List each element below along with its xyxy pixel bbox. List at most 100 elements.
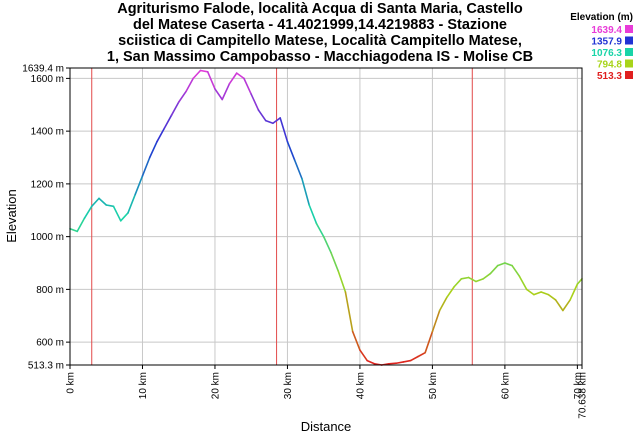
elevation-segment (315, 222, 325, 238)
elevation-segment (76, 217, 86, 233)
elevation-segment (388, 362, 397, 365)
elevation-segment (417, 351, 426, 358)
elevation-segment (482, 272, 492, 280)
elevation-segment (395, 361, 405, 365)
marker-layer (91, 68, 473, 365)
elevation-segment (214, 88, 224, 101)
legend-swatch (625, 25, 633, 33)
elevation-segment (337, 270, 347, 293)
elevation-segment (554, 299, 564, 312)
x-tick-label: 70 km (573, 372, 584, 399)
elevation-segment (525, 288, 535, 296)
elevation-segment (409, 355, 419, 362)
elevation-segment (533, 291, 542, 296)
x-axis-label: Distance (301, 419, 352, 434)
elevation-segment (127, 193, 137, 214)
title-line-4: 1, San Massimo Campobasso - Macchiagoden… (106, 49, 534, 65)
elevation-segment (199, 69, 209, 73)
elevation-segment (105, 204, 115, 208)
elevation-segment (264, 119, 274, 125)
elevation-segment (576, 278, 583, 285)
grid-layer (70, 68, 582, 365)
y-axis-label: Elevation (4, 189, 19, 242)
elevation-segment (235, 72, 245, 80)
legend-swatch (625, 48, 633, 56)
elevation-segment (540, 291, 550, 296)
legend-swatch (625, 59, 633, 68)
elevation-segment (192, 69, 202, 80)
elevation-segment (547, 293, 557, 301)
elevation-segment (518, 275, 528, 291)
legend-item-label: 1639.4 (591, 25, 622, 36)
y-tick-label: 1400 m (31, 127, 64, 138)
elevation-segment (141, 156, 151, 177)
elevation-segment (301, 177, 310, 206)
y-tick-label: 1200 m (31, 179, 64, 190)
elevation-series (69, 69, 583, 366)
title-line-1: Agriturismo Falode, località Acqua di Sa… (117, 1, 523, 17)
elevation-segment (569, 283, 579, 301)
elevation-segment (279, 117, 289, 143)
legend-swatch (625, 36, 633, 45)
elevation-segment (467, 276, 477, 283)
title-line-3: sciistica di Campitello Matese, Località… (118, 33, 522, 49)
x-tick-label: 40 km (355, 372, 366, 399)
x-tick-label: 0 km (66, 372, 77, 394)
elevation-segment (228, 72, 238, 85)
chart-title: Agriturismo Falode, località Acqua di Sa… (0, 1, 640, 65)
elevation-segment (431, 309, 441, 333)
elevation-segment (424, 330, 434, 354)
y-tick-label: 1600 m (31, 74, 64, 85)
legend-item-label: 1357.9 (591, 37, 622, 48)
x-tick-label: 20 km (210, 372, 221, 399)
x-tick-label: 60 km (500, 372, 511, 399)
x-tick-label: 70.638 km (578, 372, 589, 419)
elevation-segment (185, 77, 195, 93)
elevation-segment (134, 175, 144, 196)
elevation-segment (504, 262, 513, 267)
elevation-segment (177, 90, 187, 103)
elevation-segment (366, 359, 376, 365)
x-axis-ticks: 0 km 10 km 20 km 30 km 40 km 50 km 60 km 70 km7… (66, 365, 589, 419)
x-tick-label: 10 km (138, 372, 149, 399)
elevation-segment (460, 276, 470, 280)
y-tick-label: 513.3 m (28, 361, 64, 372)
elevation-segment (243, 77, 253, 96)
elevation-segment (90, 197, 100, 208)
elevation-segment (511, 264, 521, 277)
elevation-segment (489, 264, 499, 275)
elevation-segment (446, 285, 455, 299)
elevation-segment (475, 278, 484, 283)
title-line-2: del Matese Caserta - 41.4021999,14.42198… (132, 17, 507, 33)
elevation-segment (170, 101, 180, 117)
elevation-segment (250, 93, 260, 111)
elevation-segment (98, 197, 108, 206)
plot-frame (69, 67, 583, 366)
x-tick-label: 30 km (283, 372, 294, 399)
elevation-segment (112, 205, 122, 222)
elevation-segment (322, 235, 332, 254)
elevation-segment (293, 159, 303, 180)
elevation-segment (206, 70, 216, 90)
elevation-segment (119, 212, 129, 222)
y-axis-ticks: 513.3 m 600 m 800 m 1000 m 1200 m 1400 m 1600 … (22, 64, 70, 372)
y-tick-label: 1000 m (31, 232, 64, 243)
elevation-segment (272, 117, 281, 125)
x-tick-label: 50 km (428, 372, 439, 399)
elevation-segment (257, 109, 267, 122)
elevation-segment (148, 140, 158, 159)
elevation-segment (156, 127, 166, 143)
y-tick-label: 600 m (36, 338, 64, 349)
legend-item-label: 794.8 (597, 60, 622, 71)
legend-item-label: 1076.3 (591, 48, 622, 59)
legend-title: Elevation (m) (570, 12, 633, 23)
elevation-segment (562, 299, 571, 312)
elevation-segment (359, 349, 368, 362)
elevation-segment (83, 205, 93, 219)
elevation-segment (496, 262, 506, 267)
elevation-segment (402, 359, 412, 363)
elevation-segment (453, 278, 463, 288)
